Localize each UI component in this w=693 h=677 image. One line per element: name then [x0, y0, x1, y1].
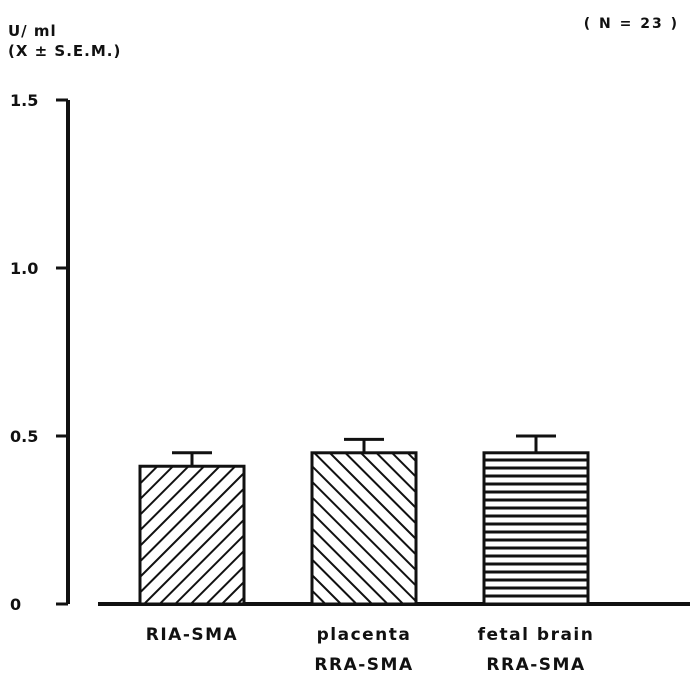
y-axis-unit-label: U/ ml: [8, 22, 57, 40]
y-tick-label: 0.5: [10, 427, 38, 446]
x-tick-label: RRA-SMA: [314, 655, 413, 675]
sample-size-annotation: ( N = 23 ): [583, 16, 679, 32]
x-tick-label: RIA-SMA: [146, 625, 238, 645]
bar: [482, 451, 590, 606]
y-tick-label: 1.5: [10, 91, 38, 110]
y-tick-label: 1.0: [10, 259, 38, 278]
y-axis-stat-label: (X ± S.E.M.): [8, 42, 122, 60]
x-tick-label: placenta: [317, 625, 412, 645]
x-tick-label: fetal brain: [478, 625, 595, 645]
bar: [310, 451, 418, 606]
x-tick-label: RRA-SMA: [486, 655, 585, 675]
bar: [138, 464, 246, 606]
y-tick-label: 0: [10, 595, 21, 614]
